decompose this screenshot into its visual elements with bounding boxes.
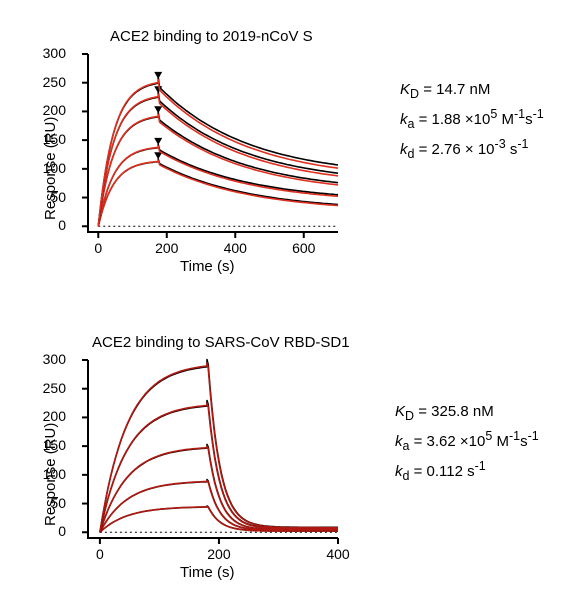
y-tick-label: 300 [32,351,66,367]
y-tick-label: 150 [32,437,66,453]
kinetics-panel: KD = 14.7 nMka = 1.88 ×105 M-1s-1kd = 2.… [400,78,544,164]
kinetics-line: ka = 1.88 ×105 M-1s-1 [400,104,544,134]
y-tick-label: 300 [32,45,66,61]
y-tick-label: 50 [32,495,66,511]
y-tick-label: 200 [32,102,66,118]
y-tick-label: 250 [32,380,66,396]
kinetics-line: KD = 14.7 nM [400,78,544,104]
x-tick-label: 0 [86,546,114,562]
y-tick-label: 250 [32,74,66,90]
x-tick-label: 400 [221,240,249,256]
y-tick-label: 150 [32,131,66,147]
x-axis-label: Time (s) [180,258,234,275]
x-tick-label: 0 [84,240,112,256]
y-tick-label: 0 [32,523,66,539]
x-tick-label: 600 [290,240,318,256]
chart-bottom [68,340,358,558]
x-tick-label: 200 [153,240,181,256]
y-tick-label: 100 [32,466,66,482]
chart-top [68,34,358,252]
kinetics-line: KD = 325.8 nM [395,400,539,426]
kinetics-line: kd = 2.76 × 10-3 s-1 [400,134,544,164]
x-tick-label: 200 [205,546,233,562]
kinetics-line: ka = 3.62 ×105 M-1s-1 [395,426,539,456]
y-tick-label: 100 [32,160,66,176]
kinetics-line: kd = 0.112 s-1 [395,456,539,486]
y-tick-label: 50 [32,189,66,205]
x-tick-label: 400 [324,546,352,562]
x-axis-label: Time (s) [180,564,234,581]
kinetics-panel: KD = 325.8 nMka = 3.62 ×105 M-1s-1kd = 0… [395,400,539,486]
y-tick-label: 0 [32,217,66,233]
y-tick-label: 200 [32,408,66,424]
